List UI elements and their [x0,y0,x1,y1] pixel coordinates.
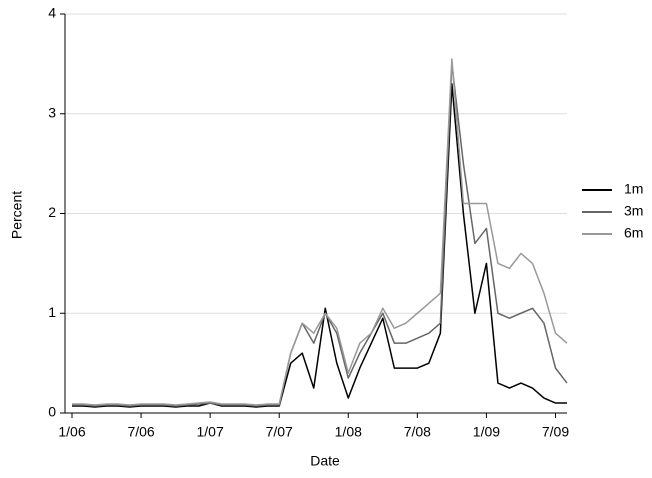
y-tick-label: 1 [48,304,56,320]
series-line [72,83,567,408]
y-tick-label: 0 [48,404,56,420]
x-tick-label: 1/08 [335,424,362,440]
legend-label: 3m [624,203,643,219]
x-tick-label: 7/09 [542,424,569,440]
x-tick-label: 7/06 [127,424,154,440]
y-tick-label: 3 [48,104,56,120]
legend-label: 1m [624,181,643,197]
y-axis-label: Percent [9,191,25,239]
x-tick-label: 1/07 [197,424,224,440]
x-tick-label: 1/09 [473,424,500,440]
x-axis-label: Date [310,453,340,469]
y-tick-label: 4 [48,5,56,21]
x-tick-label: 7/07 [266,424,293,440]
series-line [72,63,568,407]
series-line [72,58,568,406]
x-tick-label: 1/06 [58,424,85,440]
x-tick-label: 7/08 [404,424,431,440]
y-tick-label: 2 [48,204,56,220]
legend-label: 6m [624,225,643,241]
